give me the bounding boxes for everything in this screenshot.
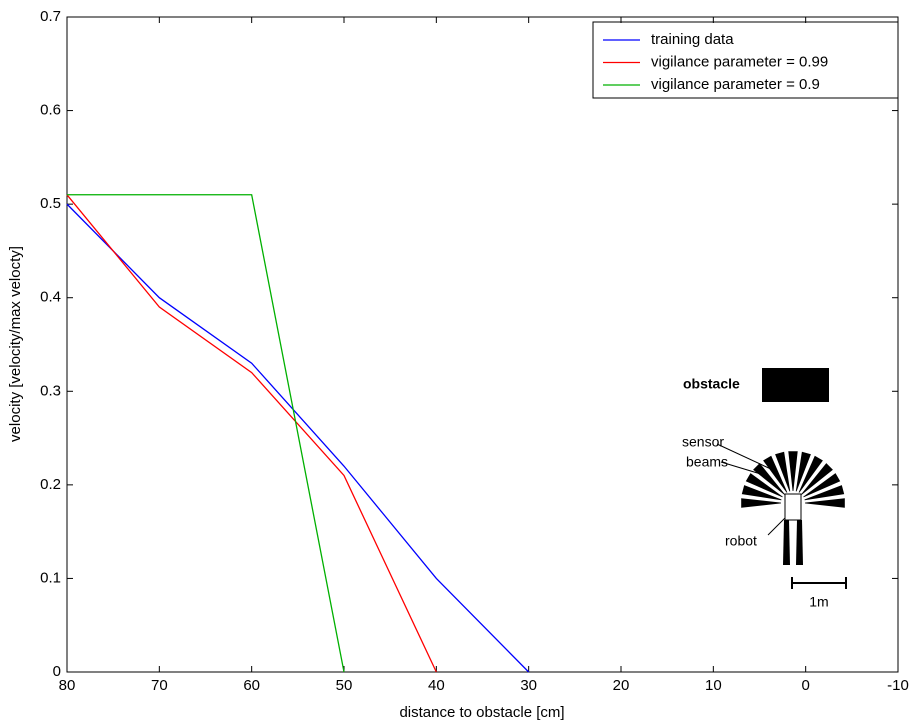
sensor-beam <box>763 455 788 493</box>
sensor-beam <box>775 451 791 492</box>
x-tick-label: 70 <box>151 677 168 694</box>
robot-diagram: obstacle sensor beams robot 1m <box>682 368 847 610</box>
series-line <box>67 194 345 673</box>
y-axis-label: velocity [velocity/max velocty] <box>7 246 24 442</box>
sensor-beam <box>741 485 782 501</box>
x-tick-label: 50 <box>336 677 353 694</box>
annotation: 1m <box>809 594 828 610</box>
pointer <box>716 443 774 471</box>
sensor-beam <box>788 451 798 491</box>
annotation: obstacle <box>683 376 740 392</box>
robot-body <box>784 493 802 521</box>
sensor-beam <box>783 520 790 565</box>
y-tick-label: 0.2 <box>40 476 61 493</box>
annotation: sensor <box>682 434 724 450</box>
sensor-beam <box>745 473 783 498</box>
y-tick-label: 0.5 <box>40 195 61 212</box>
sensor-beam <box>741 498 781 508</box>
sensor-beam <box>795 451 811 492</box>
y-tick-label: 0.3 <box>40 382 61 399</box>
annotation: robot <box>725 533 757 549</box>
obstacle-block <box>762 368 829 402</box>
sensor-beam <box>801 463 833 495</box>
x-tick-label: 10 <box>705 677 722 694</box>
sensor-beam <box>805 498 845 508</box>
sensor-beam <box>803 473 841 498</box>
x-axis-label: distance to obstacle [cm] <box>399 704 564 721</box>
y-tick-label: 0.7 <box>40 8 61 25</box>
legend-box <box>592 21 899 99</box>
x-tick-label: 40 <box>428 677 445 694</box>
legend-label: training data <box>651 31 734 48</box>
sensor-beam <box>753 463 785 495</box>
y-tick-label: 0.4 <box>40 289 61 306</box>
y-tick-label: 0.1 <box>40 569 61 586</box>
series-line <box>66 194 437 673</box>
x-tick-label: 30 <box>520 677 537 694</box>
legend-label: vigilance parameter = 0.9 <box>651 76 820 93</box>
x-tick-label: 20 <box>613 677 630 694</box>
y-tick-label: 0.6 <box>40 102 61 119</box>
plot-frame <box>66 16 899 673</box>
series-line <box>66 203 530 673</box>
sensor-beam <box>798 455 823 493</box>
sensor-beam <box>804 485 845 501</box>
x-tick-label: 0 <box>801 677 809 694</box>
x-tick-label: 60 <box>243 677 260 694</box>
annotation: beams <box>686 454 728 470</box>
sensor-beam <box>796 520 803 565</box>
pointer <box>720 461 765 476</box>
x-tick-label: 80 <box>59 677 76 694</box>
y-tick-label: 0 <box>53 663 61 680</box>
legend-label: vigilance parameter = 0.99 <box>651 53 828 70</box>
x-tick-label: -10 <box>887 677 909 694</box>
